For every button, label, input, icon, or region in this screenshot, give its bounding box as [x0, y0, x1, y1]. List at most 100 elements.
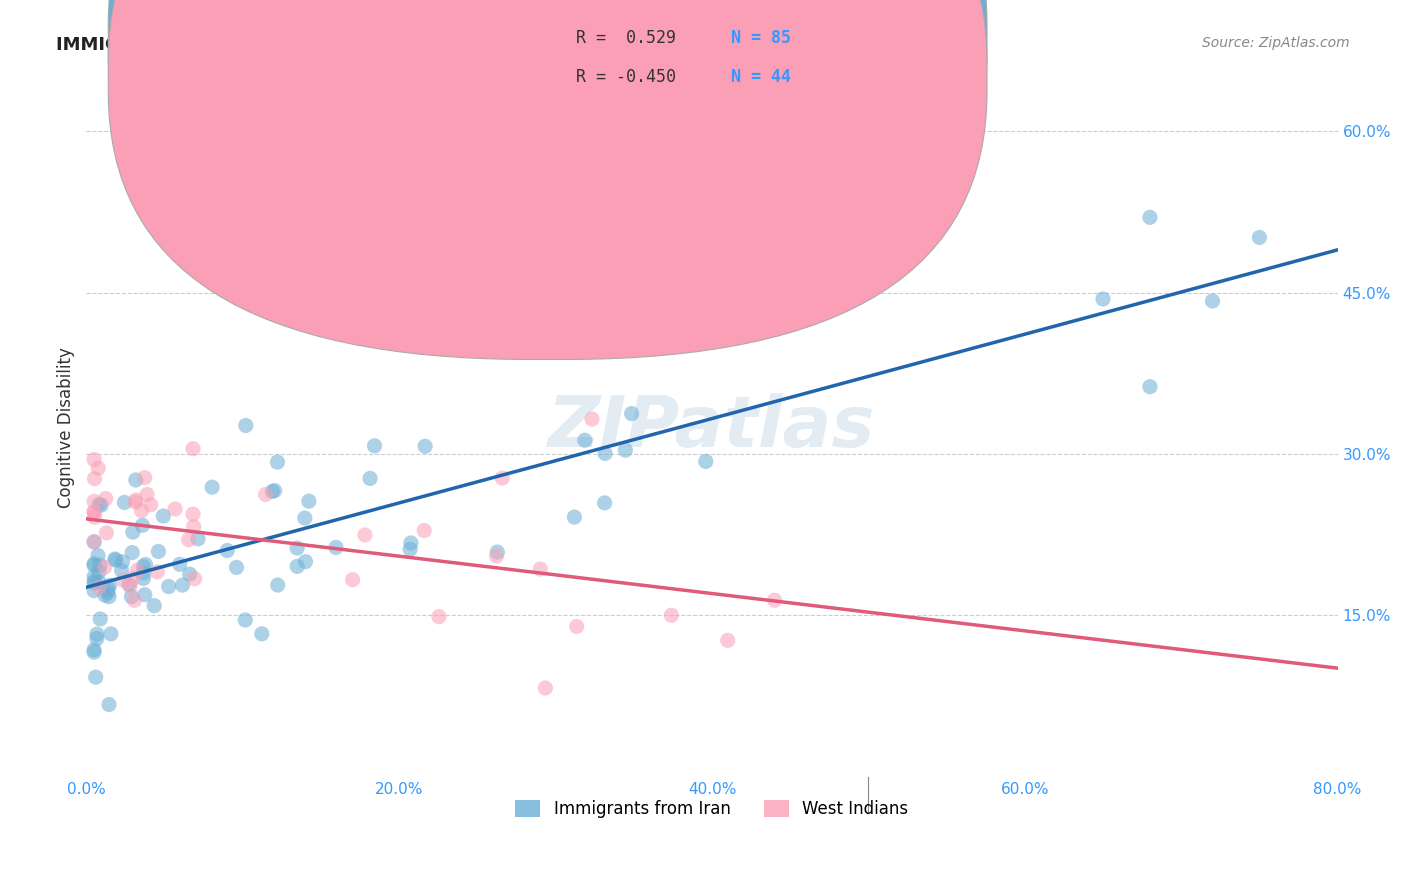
West Indians [125, 493, 148, 508]
West Indians [491, 471, 513, 485]
Immigrants from Iran [363, 439, 385, 453]
Text: ZIPatlas: ZIPatlas [548, 392, 876, 462]
Immigrants from Iran [132, 559, 155, 574]
West Indians [485, 549, 508, 563]
Immigrants from Iran [217, 543, 239, 558]
Immigrants from Iran [187, 532, 209, 546]
Immigrants from Iran [593, 446, 616, 460]
West Indians [183, 572, 205, 586]
West Indians [565, 619, 588, 633]
Immigrants from Iran [83, 583, 105, 598]
Immigrants from Iran [225, 560, 247, 574]
Immigrants from Iran [132, 566, 155, 580]
West Indians [124, 593, 146, 607]
West Indians [94, 560, 117, 574]
Immigrants from Iran [413, 439, 436, 453]
West Indians [413, 524, 436, 538]
West Indians [165, 502, 187, 516]
Immigrants from Iran [399, 536, 422, 550]
Immigrants from Iran [98, 578, 121, 592]
Immigrants from Iran [100, 627, 122, 641]
Immigrants from Iran [201, 480, 224, 494]
Immigrants from Iran [294, 555, 316, 569]
Immigrants from Iran [399, 542, 422, 557]
West Indians [254, 487, 277, 501]
West Indians [354, 528, 377, 542]
West Indians [534, 681, 557, 695]
West Indians [124, 495, 146, 509]
Immigrants from Iran [250, 627, 273, 641]
Immigrants from Iran [118, 577, 141, 591]
Immigrants from Iran [87, 574, 110, 589]
West Indians [83, 494, 105, 508]
Immigrants from Iran [263, 483, 285, 498]
Immigrants from Iran [90, 498, 112, 512]
West Indians [717, 633, 740, 648]
Immigrants from Iran [143, 599, 166, 613]
West Indians [87, 461, 110, 475]
West Indians [134, 470, 156, 484]
Immigrants from Iran [574, 434, 596, 448]
West Indians [181, 442, 204, 456]
Text: Source: ZipAtlas.com: Source: ZipAtlas.com [1202, 36, 1350, 50]
West Indians [83, 506, 105, 520]
Immigrants from Iran [695, 454, 717, 468]
Immigrants from Iran [148, 544, 170, 558]
West Indians [83, 472, 105, 486]
Immigrants from Iran [152, 509, 174, 524]
Immigrants from Iran [97, 582, 120, 596]
Immigrants from Iran [593, 496, 616, 510]
Immigrants from Iran [94, 588, 117, 602]
Immigrants from Iran [87, 565, 110, 579]
Immigrants from Iran [262, 484, 284, 499]
Immigrants from Iran [607, 342, 630, 356]
Immigrants from Iran [121, 545, 143, 559]
Immigrants from Iran [86, 627, 108, 641]
Immigrants from Iran [1139, 380, 1161, 394]
West Indians [83, 452, 105, 467]
Immigrants from Iran [134, 558, 156, 572]
Immigrants from Iran [111, 564, 134, 578]
Immigrants from Iran [83, 557, 105, 571]
Immigrants from Iran [83, 643, 105, 657]
West Indians [342, 573, 364, 587]
Immigrants from Iran [98, 698, 121, 712]
Immigrants from Iran [84, 670, 107, 684]
Immigrants from Iran [285, 559, 308, 574]
Immigrants from Iran [294, 511, 316, 525]
Text: N = 85: N = 85 [731, 29, 792, 47]
West Indians [183, 519, 205, 533]
Immigrants from Iran [179, 567, 201, 582]
West Indians [131, 504, 153, 518]
West Indians [763, 593, 786, 607]
West Indians [146, 565, 169, 579]
Immigrants from Iran [83, 574, 105, 588]
Immigrants from Iran [1201, 293, 1223, 308]
West Indians [181, 507, 204, 521]
Immigrants from Iran [172, 578, 194, 592]
Immigrants from Iran [98, 590, 121, 604]
Immigrants from Iran [89, 558, 111, 573]
West Indians [139, 498, 162, 512]
West Indians [177, 533, 200, 547]
Immigrants from Iran [87, 549, 110, 563]
Text: R = -0.450: R = -0.450 [576, 68, 676, 86]
Immigrants from Iran [169, 558, 191, 572]
Immigrants from Iran [614, 443, 637, 458]
Immigrants from Iran [564, 510, 586, 524]
West Indians [94, 491, 117, 506]
Immigrants from Iran [235, 418, 257, 433]
Immigrants from Iran [486, 545, 509, 559]
West Indians [118, 579, 141, 593]
Text: N = 44: N = 44 [731, 68, 792, 86]
West Indians [427, 609, 450, 624]
Immigrants from Iran [620, 407, 643, 421]
West Indians [127, 563, 149, 577]
West Indians [83, 510, 105, 524]
West Indians [122, 572, 145, 586]
Immigrants from Iran [325, 541, 347, 555]
Immigrants from Iran [285, 541, 308, 555]
Immigrants from Iran [233, 613, 256, 627]
West Indians [661, 608, 683, 623]
Immigrants from Iran [131, 518, 153, 533]
